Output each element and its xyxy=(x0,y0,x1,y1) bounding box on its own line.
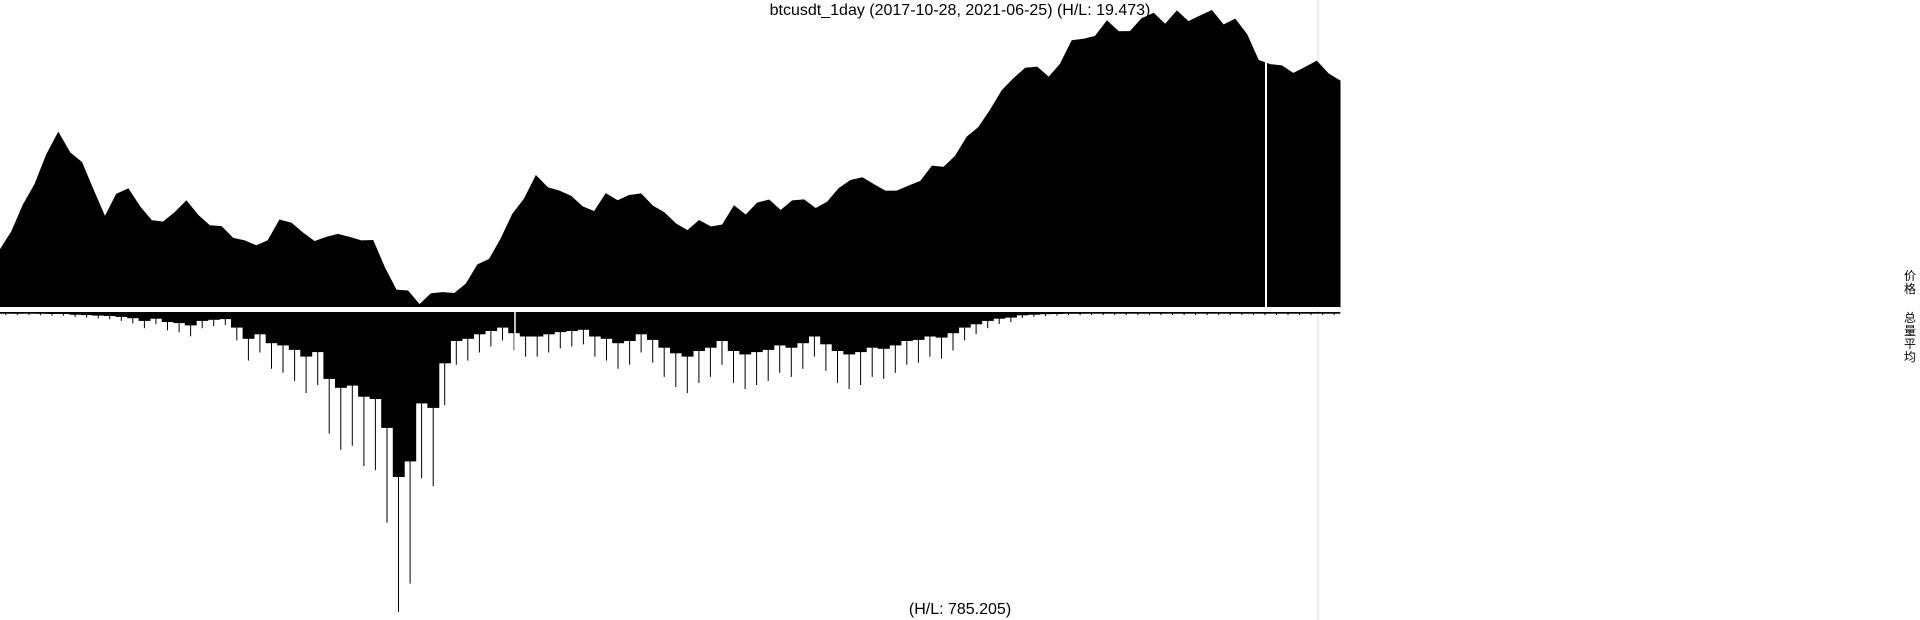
legend-item-price: 价格 xyxy=(1903,269,1916,296)
chart-title-text: btcusdt_1day (2017-10-28, 2021-06-25) (H… xyxy=(769,2,1151,19)
lower-hl-label: (H/L: 785.205) xyxy=(908,601,1012,618)
series-price-area xyxy=(0,9,1341,308)
legend-item-volume-avg: 总量平均 xyxy=(1903,311,1916,364)
legend: 价格 总量平均 xyxy=(1902,270,1918,380)
chart-title: btcusdt_1day (2017-10-28, 2021-06-25) (H… xyxy=(0,1,1920,21)
pane-separator xyxy=(0,307,1340,310)
